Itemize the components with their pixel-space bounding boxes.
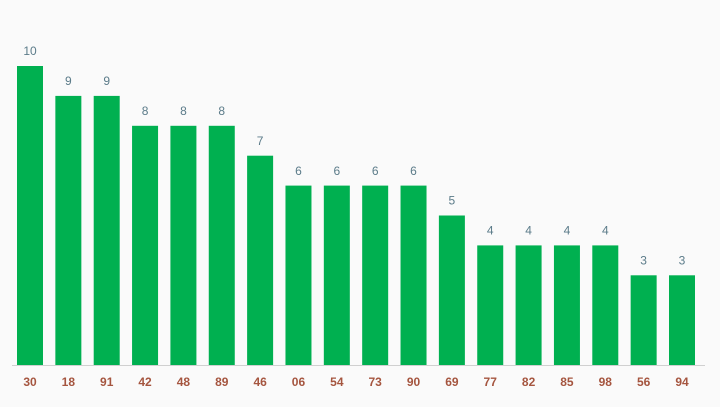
bar: [285, 185, 312, 365]
bar: [323, 185, 350, 365]
bar: [592, 245, 619, 365]
value-label: 3: [640, 253, 647, 267]
bar: [55, 95, 82, 366]
x-tick-label: 06: [292, 375, 306, 389]
bar: [132, 125, 159, 365]
bar: [477, 245, 504, 365]
value-label: 9: [103, 74, 110, 88]
value-label: 3: [679, 253, 686, 267]
bar: [515, 245, 542, 365]
bar: [93, 95, 120, 366]
value-label: 8: [142, 104, 149, 118]
bar: [362, 185, 389, 365]
x-tick-label: 98: [599, 375, 613, 389]
value-label: 8: [218, 104, 225, 118]
x-tick-label: 42: [138, 375, 152, 389]
bar: [553, 245, 580, 365]
x-tick-label: 48: [177, 375, 191, 389]
bar: [170, 125, 197, 365]
x-tick-label: 54: [330, 375, 344, 389]
value-label: 6: [295, 164, 302, 178]
x-tick-label: 30: [23, 375, 37, 389]
value-label: 6: [410, 164, 417, 178]
bar: [17, 66, 43, 365]
value-label: 8: [180, 104, 187, 118]
value-label: 4: [487, 224, 494, 238]
x-tick-label: 73: [368, 375, 382, 389]
bar: [247, 155, 274, 365]
bar: [630, 275, 657, 365]
value-label: 6: [333, 164, 340, 178]
x-tick-label: 18: [62, 375, 76, 389]
x-tick-label: 77: [484, 375, 498, 389]
bar: [400, 185, 427, 365]
x-tick-label: 91: [100, 375, 114, 389]
value-label: 10: [23, 44, 37, 58]
x-tick-label: 69: [445, 375, 459, 389]
x-tick-label: 89: [215, 375, 229, 389]
value-label: 4: [525, 224, 532, 238]
value-label: 7: [257, 134, 264, 148]
x-tick-label: 90: [407, 375, 421, 389]
value-label: 6: [372, 164, 379, 178]
value-label: 5: [449, 194, 456, 208]
x-tick-label: 56: [637, 375, 651, 389]
value-label: 4: [564, 224, 571, 238]
x-tick-label: 94: [675, 375, 689, 389]
bar: [208, 125, 235, 365]
value-label: 4: [602, 224, 609, 238]
bar: [669, 275, 695, 365]
value-label: 9: [65, 74, 72, 88]
x-tick-label: 85: [560, 375, 574, 389]
bar: [438, 215, 465, 365]
x-tick-label: 46: [253, 375, 267, 389]
x-tick-label: 82: [522, 375, 536, 389]
